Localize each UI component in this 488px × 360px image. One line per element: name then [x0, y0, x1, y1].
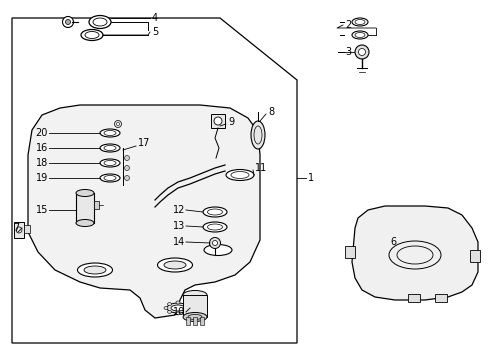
Text: 3: 3 [345, 47, 350, 57]
Text: 9: 9 [227, 117, 234, 127]
Text: 8: 8 [267, 107, 274, 117]
Text: 17: 17 [138, 138, 150, 148]
Text: 6: 6 [389, 237, 395, 247]
Ellipse shape [84, 266, 106, 274]
Circle shape [65, 19, 70, 24]
Text: 11: 11 [254, 163, 267, 173]
Ellipse shape [203, 207, 226, 217]
Ellipse shape [100, 144, 120, 152]
Text: 13: 13 [172, 221, 184, 231]
Text: 18: 18 [36, 158, 48, 168]
Ellipse shape [100, 174, 120, 182]
Ellipse shape [184, 310, 188, 314]
Ellipse shape [163, 261, 185, 269]
Text: 7: 7 [13, 223, 19, 233]
Ellipse shape [171, 305, 184, 311]
Circle shape [214, 117, 222, 125]
Text: 2: 2 [345, 20, 350, 30]
Bar [94, 201, 99, 209]
Text: 20: 20 [36, 128, 48, 138]
Bar [407, 294, 419, 302]
Circle shape [116, 122, 119, 126]
Ellipse shape [167, 310, 171, 314]
Text: 10: 10 [172, 307, 184, 317]
Ellipse shape [183, 291, 206, 300]
Ellipse shape [81, 30, 103, 40]
Ellipse shape [76, 220, 94, 226]
Ellipse shape [250, 121, 264, 149]
Text: 16: 16 [36, 143, 48, 153]
Text: 1: 1 [307, 173, 313, 183]
Ellipse shape [76, 189, 94, 197]
Bar [183, 295, 206, 317]
Text: 19: 19 [36, 173, 48, 183]
Polygon shape [28, 105, 260, 318]
Ellipse shape [163, 306, 168, 310]
Ellipse shape [176, 312, 180, 315]
Ellipse shape [351, 18, 367, 26]
Ellipse shape [77, 263, 112, 277]
Ellipse shape [176, 301, 180, 304]
Text: 5: 5 [152, 27, 158, 37]
Circle shape [212, 240, 217, 246]
Bar [210, 114, 224, 128]
Bar [469, 250, 479, 262]
Bar [76, 193, 94, 223]
Ellipse shape [203, 244, 231, 256]
Ellipse shape [100, 159, 120, 167]
Ellipse shape [184, 303, 188, 306]
Ellipse shape [157, 258, 192, 272]
Text: 4: 4 [152, 13, 158, 23]
Circle shape [354, 45, 368, 59]
Circle shape [124, 156, 129, 161]
Text: 15: 15 [36, 205, 48, 215]
Circle shape [62, 17, 73, 27]
Bar [345, 246, 354, 258]
Ellipse shape [167, 303, 171, 306]
Circle shape [358, 49, 365, 55]
Ellipse shape [187, 306, 192, 310]
Circle shape [124, 166, 129, 171]
Polygon shape [351, 206, 477, 300]
Ellipse shape [225, 170, 253, 180]
Circle shape [114, 121, 121, 127]
Circle shape [209, 238, 220, 248]
Bar [193, 317, 197, 325]
Ellipse shape [203, 222, 226, 232]
Bar [185, 317, 190, 325]
Ellipse shape [89, 15, 111, 28]
Ellipse shape [100, 129, 120, 137]
Bar [24, 225, 30, 233]
Ellipse shape [183, 312, 206, 321]
Ellipse shape [167, 303, 189, 313]
Bar [200, 317, 203, 325]
Text: 12: 12 [172, 205, 184, 215]
Bar [434, 294, 446, 302]
Ellipse shape [351, 31, 367, 39]
Text: 14: 14 [172, 237, 184, 247]
Bar [14, 222, 24, 238]
Circle shape [124, 175, 129, 180]
